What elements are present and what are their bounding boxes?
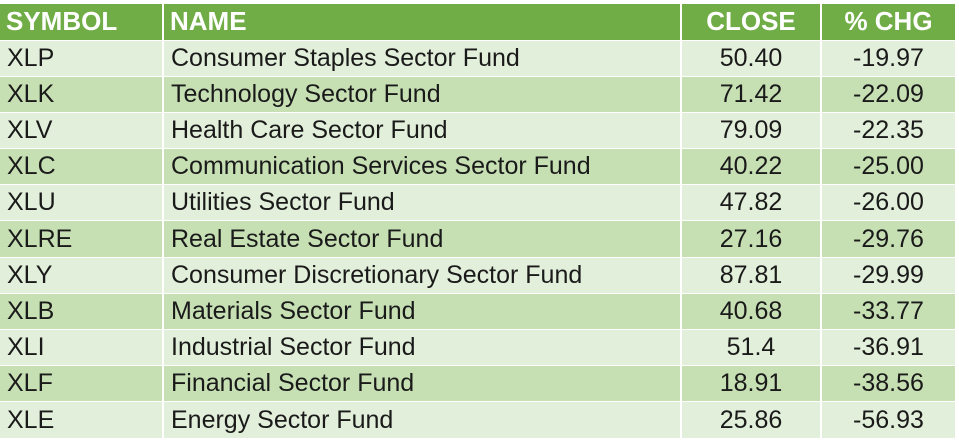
cell-pct-chg: -36.91 xyxy=(821,328,955,366)
table-row: XLV Health Care Sector Fund 79.09 -22.35 xyxy=(0,111,955,149)
cell-close: 71.42 xyxy=(681,75,822,113)
cell-name: Technology Sector Fund xyxy=(163,75,682,113)
cell-symbol: XLF xyxy=(0,365,164,402)
table-row: XLK Technology Sector Fund 71.42 -22.09 xyxy=(0,75,955,113)
cell-pct-chg: -38.56 xyxy=(821,365,955,402)
cell-name: Health Care Sector Fund xyxy=(163,111,682,149)
cell-symbol: XLP xyxy=(0,39,164,77)
cell-close: 50.40 xyxy=(681,39,822,77)
cell-name: Materials Sector Fund xyxy=(163,292,682,330)
table-row: XLP Consumer Staples Sector Fund 50.40 -… xyxy=(0,39,955,77)
header-row: SYMBOL NAME CLOSE % CHG xyxy=(0,4,955,40)
cell-symbol: XLK xyxy=(0,75,164,113)
table-row: XLE Energy Sector Fund 25.86 -56.93 xyxy=(0,401,955,439)
cell-pct-chg: -25.00 xyxy=(821,148,955,185)
cell-name: Communication Services Sector Fund xyxy=(163,148,682,185)
cell-symbol: XLI xyxy=(0,328,164,366)
cell-name: Real Estate Sector Fund xyxy=(163,220,682,258)
cell-pct-chg: -29.76 xyxy=(821,220,955,258)
cell-pct-chg: -26.00 xyxy=(821,184,955,221)
cell-symbol: XLC xyxy=(0,148,164,185)
cell-pct-chg: -29.99 xyxy=(821,256,955,294)
table-row: XLI Industrial Sector Fund 51.4 -36.91 xyxy=(0,328,955,366)
cell-close: 40.68 xyxy=(681,292,822,330)
table-row: XLU Utilities Sector Fund 47.82 -26.00 xyxy=(0,184,955,221)
cell-symbol: XLB xyxy=(0,292,164,330)
sector-fund-table: SYMBOL NAME CLOSE % CHG XLP Consumer Sta… xyxy=(0,4,955,439)
cell-name: Consumer Staples Sector Fund xyxy=(163,39,682,77)
cell-pct-chg: -22.09 xyxy=(821,75,955,113)
sheet-edge xyxy=(955,0,959,447)
cell-name: Industrial Sector Fund xyxy=(163,328,682,366)
cell-pct-chg: -56.93 xyxy=(821,401,955,439)
table-row: XLC Communication Services Sector Fund 4… xyxy=(0,148,955,185)
cell-pct-chg: -22.35 xyxy=(821,111,955,149)
cell-close: 79.09 xyxy=(681,111,822,149)
header-pct-chg: % CHG xyxy=(821,4,955,40)
table-row: XLF Financial Sector Fund 18.91 -38.56 xyxy=(0,365,955,402)
header-symbol: SYMBOL xyxy=(0,4,164,40)
cell-name: Financial Sector Fund xyxy=(163,365,682,402)
cell-close: 40.22 xyxy=(681,148,822,185)
table-row: XLRE Real Estate Sector Fund 27.16 -29.7… xyxy=(0,220,955,258)
cell-symbol: XLE xyxy=(0,401,164,439)
header-close: CLOSE xyxy=(681,4,822,40)
cell-symbol: XLU xyxy=(0,184,164,221)
cell-close: 18.91 xyxy=(681,365,822,402)
table-row: XLY Consumer Discretionary Sector Fund 8… xyxy=(0,256,955,294)
cell-name: Utilities Sector Fund xyxy=(163,184,682,221)
cell-close: 87.81 xyxy=(681,256,822,294)
cell-close: 25.86 xyxy=(681,401,822,439)
cell-pct-chg: -19.97 xyxy=(821,39,955,77)
cell-close: 47.82 xyxy=(681,184,822,221)
cell-symbol: XLRE xyxy=(0,220,164,258)
cell-close: 51.4 xyxy=(681,328,822,366)
cell-symbol: XLY xyxy=(0,256,164,294)
cell-close: 27.16 xyxy=(681,220,822,258)
cell-pct-chg: -33.77 xyxy=(821,292,955,330)
cell-name: Consumer Discretionary Sector Fund xyxy=(163,256,682,294)
table-row: XLB Materials Sector Fund 40.68 -33.77 xyxy=(0,292,955,330)
header-name: NAME xyxy=(163,4,682,40)
cell-symbol: XLV xyxy=(0,111,164,149)
cell-name: Energy Sector Fund xyxy=(163,401,682,439)
